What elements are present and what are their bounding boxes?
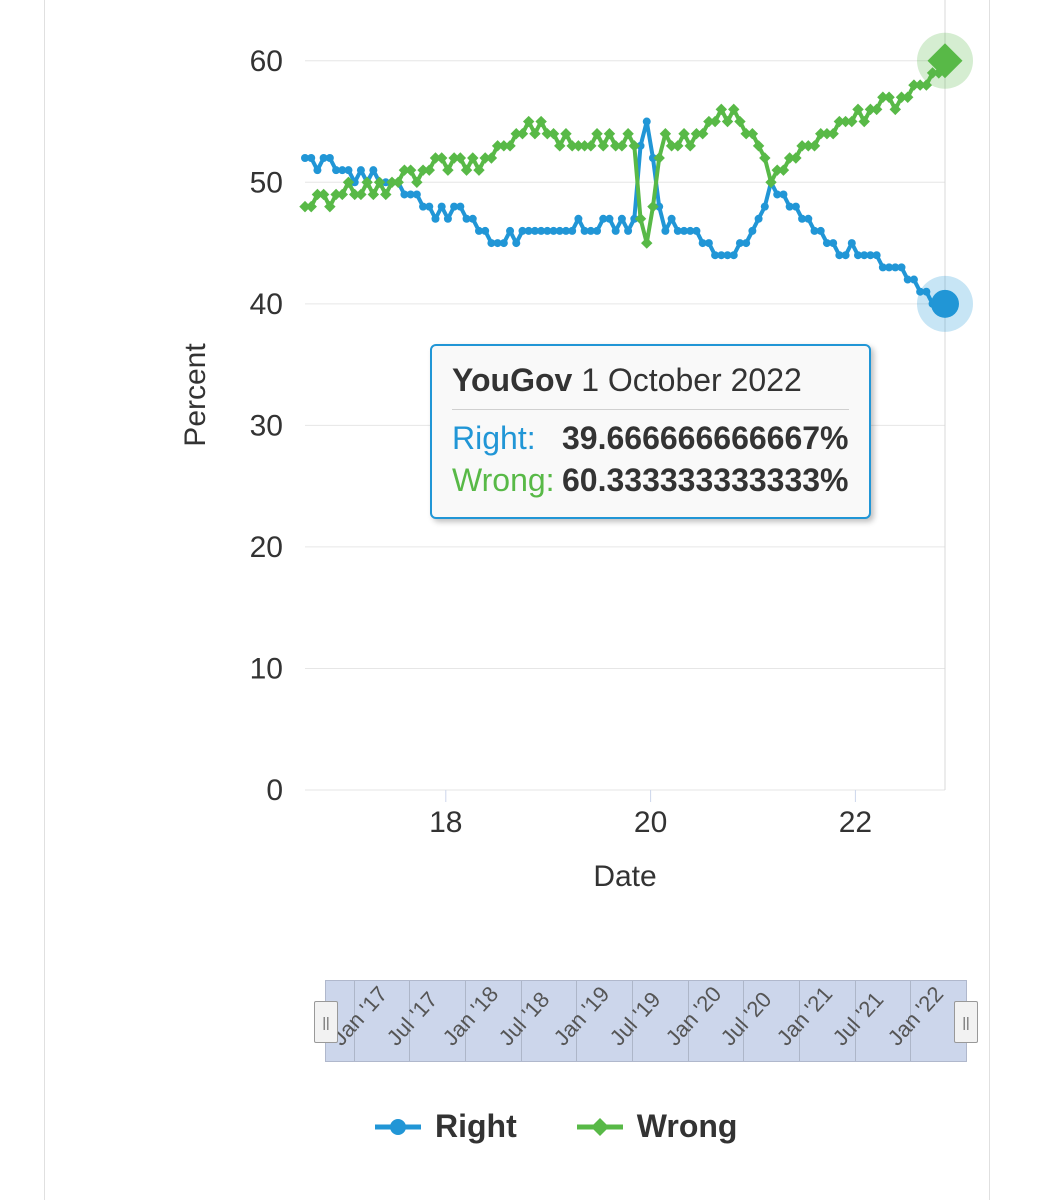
tooltip-value: 39.666666666667% bbox=[562, 418, 849, 460]
chart-legend: Right Wrong bbox=[375, 1108, 737, 1145]
range-handle-left[interactable]: || bbox=[314, 1001, 338, 1043]
svg-text:60: 60 bbox=[250, 45, 283, 78]
legend-label: Wrong bbox=[637, 1108, 738, 1145]
navigator-label: Jan '21 bbox=[772, 981, 838, 1051]
legend-item[interactable]: Right bbox=[375, 1108, 517, 1145]
tooltip-key: Right: bbox=[452, 418, 562, 460]
svg-text:10: 10 bbox=[250, 652, 283, 685]
svg-text:50: 50 bbox=[250, 166, 283, 199]
legend-item[interactable]: Wrong bbox=[577, 1108, 738, 1145]
svg-text:18: 18 bbox=[429, 806, 462, 839]
chart-tooltip: YouGov 1 October 2022 Right:39.666666666… bbox=[430, 344, 871, 519]
tooltip-header: YouGov 1 October 2022 bbox=[452, 362, 849, 410]
navigator-label: Jul '19 bbox=[605, 987, 666, 1051]
range-navigator[interactable]: Jan '17Jul '17Jan '18Jul '18Jan '19Jul '… bbox=[325, 980, 967, 1062]
tooltip-row: Wrong:60.333333333333% bbox=[452, 460, 849, 502]
legend-label: Right bbox=[435, 1108, 517, 1145]
svg-text:30: 30 bbox=[250, 409, 283, 442]
tooltip-key: Wrong: bbox=[452, 460, 562, 502]
tooltip-source: YouGov bbox=[452, 362, 572, 398]
diamond-icon bbox=[577, 1115, 623, 1139]
navigator-label: Jul '21 bbox=[827, 987, 888, 1051]
tooltip-date: 1 October 2022 bbox=[581, 362, 802, 398]
svg-text:0: 0 bbox=[266, 774, 283, 807]
range-handle-right[interactable]: || bbox=[954, 1001, 978, 1043]
navigator-label: Jan '18 bbox=[438, 981, 504, 1051]
svg-text:20: 20 bbox=[250, 531, 283, 564]
navigator-label: Jan '19 bbox=[549, 981, 615, 1051]
circle-icon bbox=[375, 1115, 421, 1139]
svg-text:Percent: Percent bbox=[179, 343, 212, 447]
svg-text:Date: Date bbox=[593, 860, 656, 893]
svg-text:22: 22 bbox=[839, 806, 872, 839]
navigator-label: Jan '22 bbox=[883, 981, 949, 1051]
tooltip-value: 60.333333333333% bbox=[562, 460, 849, 502]
card: 0 10 20 30 40 50 60 18 20 22 Percent Date YouGov 1 … bbox=[44, 0, 990, 1200]
navigator-label: Jan '20 bbox=[660, 981, 726, 1051]
chart-container: 0 10 20 30 40 50 60 18 20 22 Percent Date YouGov 1 … bbox=[0, 0, 1055, 1200]
tooltip-row: Right:39.666666666667% bbox=[452, 418, 849, 460]
navigator-label: Jul '18 bbox=[493, 987, 554, 1051]
svg-text:20: 20 bbox=[634, 806, 667, 839]
svg-text:40: 40 bbox=[250, 288, 283, 321]
